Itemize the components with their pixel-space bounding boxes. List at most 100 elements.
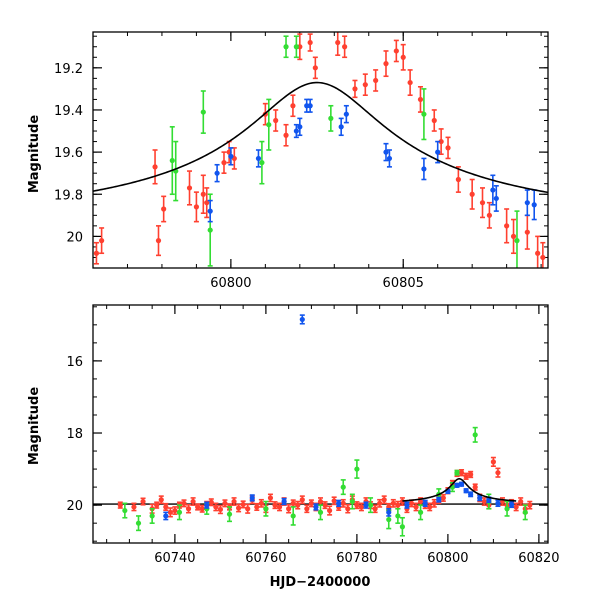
data-point <box>263 506 269 512</box>
data-point <box>267 495 274 501</box>
data-point <box>383 61 389 67</box>
data-point <box>463 488 469 494</box>
data-point <box>169 157 175 164</box>
data-point <box>383 149 389 155</box>
data-point <box>495 500 501 506</box>
data-point <box>431 117 437 124</box>
data-point <box>531 202 537 208</box>
data-point <box>340 500 346 506</box>
data-point <box>352 86 358 92</box>
data-point <box>228 153 234 159</box>
fit-curve <box>93 81 548 194</box>
data-point <box>345 506 351 512</box>
data-point <box>407 79 413 86</box>
data-point <box>524 200 530 206</box>
data-point <box>390 500 396 506</box>
data-point <box>400 54 406 60</box>
data-point <box>185 506 192 512</box>
data-point <box>236 505 242 511</box>
data-point <box>140 498 146 505</box>
data-point <box>122 507 128 514</box>
data-point <box>181 500 187 506</box>
data-point <box>495 470 501 476</box>
data-point <box>273 117 279 124</box>
data-point <box>299 497 305 503</box>
data-point <box>312 65 318 71</box>
data-point <box>313 504 319 510</box>
data-point <box>342 44 348 50</box>
data-point <box>527 502 533 508</box>
data-point <box>286 506 292 512</box>
data-point <box>172 507 178 514</box>
data-point <box>399 524 405 530</box>
data-point <box>149 513 155 519</box>
data-point <box>427 504 433 510</box>
data-point <box>386 516 392 523</box>
data-point <box>222 500 228 506</box>
data-point <box>490 187 496 193</box>
data-point <box>131 504 137 510</box>
data-point <box>207 227 213 233</box>
data-point <box>272 502 278 508</box>
data-point <box>255 155 262 162</box>
data-point <box>386 155 393 162</box>
data-point <box>472 432 478 438</box>
data-point <box>518 498 524 505</box>
data-point <box>367 502 374 508</box>
data-point <box>490 459 496 465</box>
x-tick-label: 60800 <box>210 276 251 291</box>
data-point <box>200 191 206 197</box>
data-point <box>504 506 510 512</box>
data-point <box>372 506 378 512</box>
data-point <box>422 500 428 506</box>
data-point <box>231 498 237 505</box>
data-point <box>354 466 360 472</box>
data-point <box>514 238 520 244</box>
data-point <box>226 511 233 517</box>
data-point <box>343 111 349 117</box>
x-tick-label: 60820 <box>518 551 559 566</box>
data-point <box>340 484 346 490</box>
data-point <box>524 229 530 235</box>
data-point <box>317 498 324 505</box>
data-point <box>486 212 493 218</box>
data-point <box>214 170 220 176</box>
data-point <box>413 504 419 510</box>
data-point <box>463 473 469 479</box>
y-tick-label: 19.4 <box>54 104 83 119</box>
bottom-xlabel: HJD−2400000 <box>270 575 371 590</box>
y-tick-label: 19.2 <box>54 62 83 77</box>
blue-band-series <box>207 98 537 223</box>
data-point <box>283 44 289 50</box>
data-point <box>158 497 164 503</box>
data-point <box>204 502 210 508</box>
data-point <box>349 498 355 505</box>
data-point <box>454 470 460 476</box>
data-point <box>328 115 334 121</box>
data-point <box>377 500 383 506</box>
data-point <box>438 138 444 145</box>
blue-band-series <box>163 314 515 521</box>
data-point <box>117 502 123 508</box>
y-tick-label: 19.6 <box>54 146 83 161</box>
data-point <box>358 504 365 510</box>
data-point <box>373 77 379 84</box>
y-tick-label: 20 <box>66 499 83 514</box>
green-band-series <box>122 426 528 537</box>
data-point <box>163 504 169 510</box>
red-band-series <box>93 32 546 268</box>
data-point <box>363 502 369 508</box>
data-point <box>354 502 360 508</box>
top-ylabel: Magnitude <box>27 115 42 194</box>
data-point <box>421 111 427 117</box>
plot-frame <box>92 31 549 269</box>
data-point <box>213 504 219 510</box>
data-point <box>307 39 313 46</box>
data-point <box>455 176 461 183</box>
x-tick-label: 60800 <box>427 551 468 566</box>
data-point <box>163 513 169 519</box>
x-tick-label: 60805 <box>383 276 424 291</box>
data-point <box>135 520 142 526</box>
data-point <box>510 233 517 239</box>
data-point <box>195 504 201 510</box>
